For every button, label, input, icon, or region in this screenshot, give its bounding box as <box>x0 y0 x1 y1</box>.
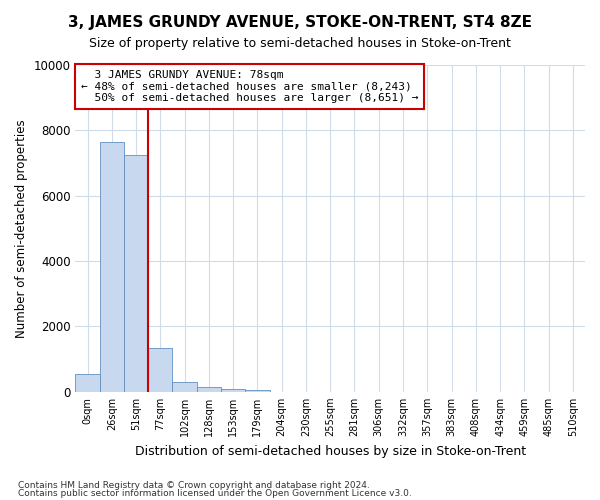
Bar <box>124 155 148 392</box>
X-axis label: Distribution of semi-detached houses by size in Stoke-on-Trent: Distribution of semi-detached houses by … <box>134 444 526 458</box>
Text: Contains HM Land Registry data © Crown copyright and database right 2024.: Contains HM Land Registry data © Crown c… <box>18 480 370 490</box>
Bar <box>76 374 100 392</box>
Text: 3, JAMES GRUNDY AVENUE, STOKE-ON-TRENT, ST4 8ZE: 3, JAMES GRUNDY AVENUE, STOKE-ON-TRENT, … <box>68 15 532 30</box>
Text: Size of property relative to semi-detached houses in Stoke-on-Trent: Size of property relative to semi-detach… <box>89 38 511 51</box>
Y-axis label: Number of semi-detached properties: Number of semi-detached properties <box>15 119 28 338</box>
Bar <box>197 386 221 392</box>
Text: Contains public sector information licensed under the Open Government Licence v3: Contains public sector information licen… <box>18 489 412 498</box>
Text: 3 JAMES GRUNDY AVENUE: 78sqm
← 48% of semi-detached houses are smaller (8,243)
 : 3 JAMES GRUNDY AVENUE: 78sqm ← 48% of se… <box>80 70 418 103</box>
Bar <box>245 390 269 392</box>
Bar <box>100 142 124 392</box>
Bar <box>148 348 172 392</box>
Bar <box>172 382 197 392</box>
Bar <box>221 388 245 392</box>
